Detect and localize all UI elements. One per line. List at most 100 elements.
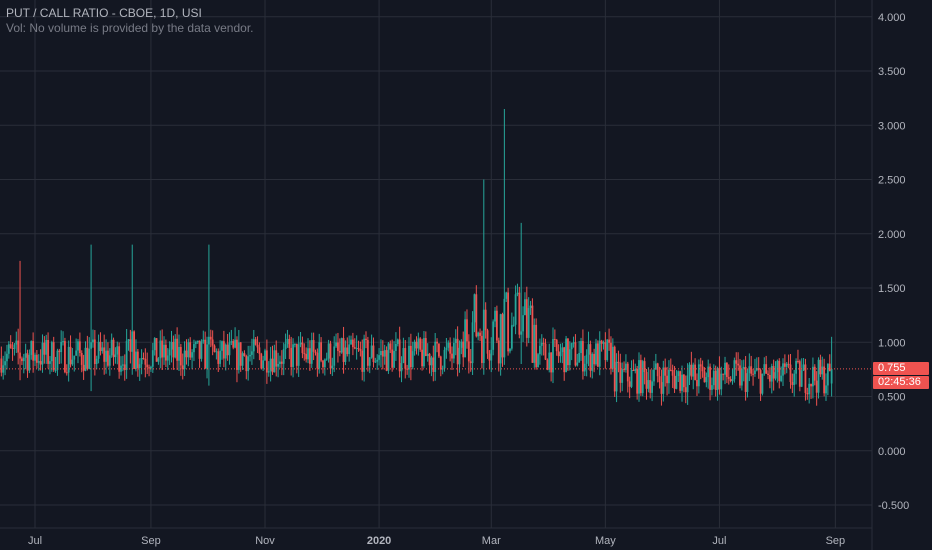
candle-body — [366, 340, 369, 366]
y-tick-label: -0.500 — [878, 500, 909, 512]
candle-body — [97, 341, 100, 359]
candle-body — [383, 350, 386, 357]
symbol-title[interactable]: PUT / CALL RATIO - CBOE, 1D, USI — [6, 6, 202, 20]
candle-body — [424, 338, 427, 357]
candle-body — [449, 342, 452, 354]
candle-body — [727, 376, 730, 379]
candle-body — [438, 343, 440, 357]
candle-body — [50, 342, 53, 362]
y-axis[interactable]: 4.000 3.500 3.000 2.500 2.000 1.500 1.000 0.500… — [878, 12, 909, 512]
candle-body — [331, 365, 334, 369]
candle-body — [376, 359, 379, 362]
candle-body — [512, 324, 515, 326]
candle-body — [516, 292, 519, 295]
candle-body — [64, 341, 66, 373]
candle-body — [752, 373, 754, 375]
candle-body — [539, 345, 541, 355]
candle-body — [52, 342, 55, 370]
candle-body — [451, 353, 453, 359]
candle-body — [41, 342, 44, 365]
candle-body — [565, 338, 567, 373]
y-tick-label: 3.000 — [878, 120, 906, 132]
candle-body — [108, 355, 111, 366]
candle-body — [514, 294, 517, 325]
candle-body — [243, 353, 246, 356]
candle-body — [77, 341, 79, 351]
candle-body — [140, 357, 143, 365]
candle-body — [608, 339, 610, 343]
candle-body — [638, 360, 640, 394]
candle-body — [90, 342, 92, 349]
candle-body — [434, 341, 437, 372]
candle-body — [724, 362, 726, 375]
candle-body — [166, 355, 169, 361]
candle-body — [583, 363, 586, 372]
candle-body — [398, 339, 401, 372]
candle-body — [404, 348, 407, 369]
candle-body — [228, 342, 231, 356]
candle-body — [795, 361, 797, 374]
candle-body — [473, 294, 476, 323]
candle-body — [30, 341, 33, 355]
candle-body — [144, 358, 147, 365]
candle-body — [273, 350, 276, 373]
candle-body — [123, 364, 126, 371]
candle-body — [826, 363, 829, 386]
candle-body — [179, 347, 182, 366]
candle-body — [114, 354, 117, 358]
candle-body — [542, 342, 545, 344]
candle-body — [196, 340, 199, 343]
candle-body — [686, 375, 689, 393]
candle-body — [378, 355, 380, 360]
candle-body — [421, 349, 423, 367]
candle-body — [78, 341, 81, 354]
candle-body — [703, 371, 706, 383]
candle-body — [821, 366, 824, 375]
candle-body — [495, 310, 498, 341]
candle-body — [639, 360, 642, 394]
candle-body — [769, 374, 771, 382]
candle-body — [236, 339, 238, 370]
candle-body — [217, 351, 220, 364]
y-tick-label: 2.000 — [878, 229, 906, 241]
chart-legend: PUT / CALL RATIO - CBOE, 1D, USI Vol: No… — [6, 6, 253, 36]
candle-body — [251, 351, 253, 355]
y-tick-label: 0.000 — [878, 446, 906, 458]
candle-body — [47, 340, 49, 364]
candle-body — [165, 344, 167, 361]
plot-background — [0, 0, 872, 528]
candle-body — [823, 366, 826, 394]
candle-body — [656, 363, 659, 377]
candle-body — [17, 340, 20, 353]
candle-body — [576, 362, 579, 366]
candle-body — [540, 342, 543, 346]
candle-body — [505, 292, 508, 299]
candle-body — [35, 354, 38, 363]
candle-body — [445, 347, 448, 350]
candle-body — [43, 342, 46, 355]
candle-body — [531, 305, 534, 363]
candle-body — [673, 375, 676, 389]
candle-body — [9, 344, 12, 349]
candle-body — [604, 342, 607, 361]
candle-body — [552, 339, 554, 373]
candle-body — [591, 353, 594, 371]
x-axis[interactable]: Jul Sep Nov 2020 Mar May Jul Sep — [28, 535, 845, 547]
candle-body — [125, 340, 128, 371]
candle-body — [819, 359, 822, 375]
candle-body — [183, 350, 186, 370]
candle-body — [135, 351, 137, 369]
candle-body — [662, 367, 665, 394]
candle-body — [666, 375, 668, 384]
candle-body — [697, 364, 700, 387]
candle-body — [269, 358, 272, 372]
candle-body — [763, 364, 766, 374]
candle-body — [385, 350, 388, 371]
candle-body — [574, 342, 577, 366]
candle-body — [194, 342, 197, 345]
candle-body — [587, 344, 590, 355]
candle-body — [529, 305, 532, 308]
candle-body — [572, 342, 575, 344]
candle-body — [634, 368, 637, 372]
